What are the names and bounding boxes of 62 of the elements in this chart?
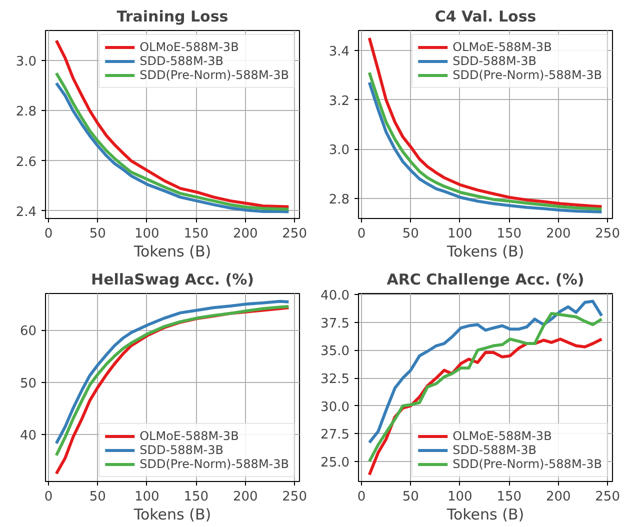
y-tick-label: 2.8 <box>16 104 37 120</box>
legend-label: SDD(Pre-Norm)-588M-3B <box>452 68 602 82</box>
y-tick-label: 40.0 <box>320 288 350 304</box>
x-tick-label: 150 <box>184 490 209 504</box>
x-tick-label: 200 <box>232 490 258 504</box>
x-tick-label: 100 <box>134 226 160 242</box>
x-axis-title: Tokens (B) <box>446 242 524 260</box>
legend-label: SDD-588M-3B <box>140 443 224 457</box>
y-tick-label: 37.5 <box>320 316 350 332</box>
x-tick-label: 100 <box>447 226 472 242</box>
chart-title: C4 Val. Loss <box>434 8 536 26</box>
legend-label: SDD(Pre-Norm)-588M-3B <box>140 68 289 82</box>
y-tick-label: 25.0 <box>320 455 350 470</box>
legend-label: SDD(Pre-Norm)-588M-3B <box>140 457 289 471</box>
legend-label: OLMoE-588M-3B <box>140 40 239 54</box>
y-tick-label: 2.6 <box>16 154 37 170</box>
legend-label: SDD-588M-3B <box>452 54 536 68</box>
x-tick-label: 250 <box>595 226 620 242</box>
legend-label: SDD-588M-3B <box>140 54 224 68</box>
x-tick-label: 200 <box>546 226 571 242</box>
y-tick-label: 60 <box>20 324 37 340</box>
x-tick-label: 0 <box>357 490 366 504</box>
y-tick-label: 40 <box>20 428 37 444</box>
x-axis-title: Tokens (B) <box>132 242 212 260</box>
x-tick-label: 150 <box>496 226 522 242</box>
legend-label: SDD(Pre-Norm)-588M-3B <box>452 457 602 471</box>
legend-label: OLMoE-588M-3B <box>452 429 552 443</box>
y-tick-label: 3.2 <box>328 94 350 109</box>
y-tick-label: 30.0 <box>320 400 350 415</box>
legend-label: OLMoE-588M-3B <box>140 429 239 443</box>
x-tick-label: 50 <box>89 490 106 504</box>
legend-label: OLMoE-588M-3B <box>452 40 552 54</box>
x-tick-label: 50 <box>89 226 106 242</box>
x-axis-title: Tokens (B) <box>446 506 524 524</box>
x-tick-label: 0 <box>44 490 53 504</box>
y-tick-label: 35.0 <box>320 344 350 360</box>
y-tick-label: 3.4 <box>328 44 350 60</box>
y-tick-label: 50 <box>20 376 37 392</box>
x-tick-label: 0 <box>357 226 366 242</box>
x-tick-label: 250 <box>282 226 307 242</box>
x-axis-title: Tokens (B) <box>132 506 212 524</box>
chart-title: HellaSwag Acc. (%) <box>91 270 254 288</box>
y-tick-label: 32.5 <box>320 372 350 388</box>
legend-label: SDD-588M-3B <box>452 443 536 457</box>
y-tick-label: 3.0 <box>328 143 350 158</box>
x-tick-label: 150 <box>496 490 522 504</box>
x-tick-label: 200 <box>546 490 571 504</box>
y-tick-label: 2.8 <box>328 192 350 208</box>
x-tick-label: 50 <box>402 490 419 504</box>
chart-title: ARC Challenge Acc. (%) <box>386 270 584 288</box>
x-tick-label: 200 <box>232 226 258 242</box>
chart-title: Training Loss <box>116 8 228 26</box>
x-tick-label: 250 <box>282 490 307 504</box>
x-tick-label: 0 <box>44 226 53 242</box>
x-tick-label: 100 <box>134 490 160 504</box>
x-tick-label: 50 <box>402 226 419 242</box>
x-tick-label: 150 <box>184 226 209 242</box>
y-tick-label: 2.4 <box>16 204 37 220</box>
x-tick-label: 100 <box>447 490 472 504</box>
x-tick-label: 250 <box>595 490 620 504</box>
y-tick-label: 27.5 <box>320 428 350 443</box>
y-tick-label: 3.0 <box>16 54 37 70</box>
